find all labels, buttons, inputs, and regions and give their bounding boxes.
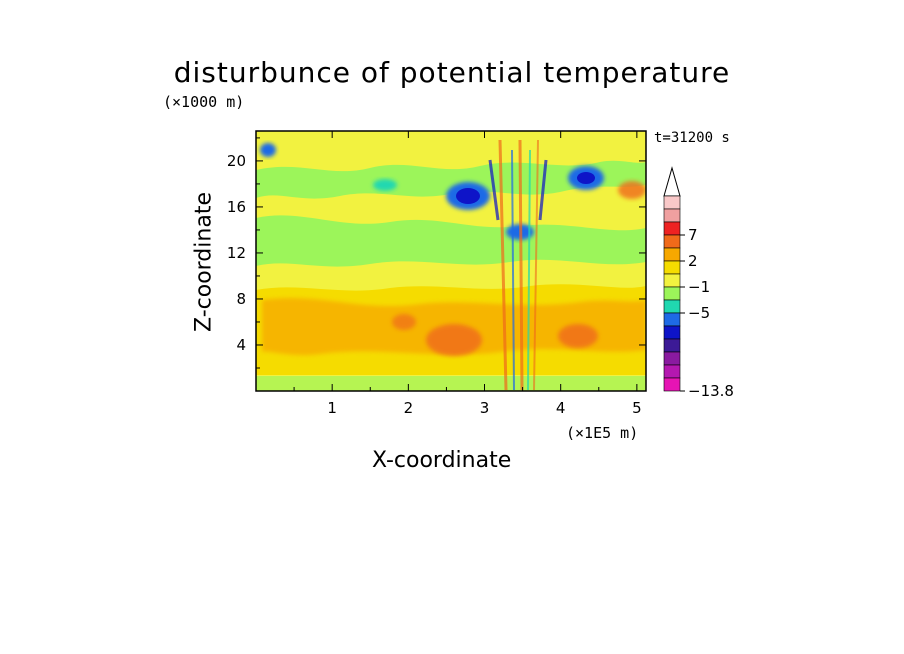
y-tick-label: 16 (227, 198, 246, 216)
y-axis-multiplier: (×1000 m) (163, 93, 245, 111)
colorbar-swatch (663, 338, 681, 353)
colorbar-label: −5 (688, 304, 710, 322)
x-tick-label: 1 (327, 399, 337, 417)
y-tick-label: 20 (227, 152, 246, 170)
x-axis-label: X-coordinate (372, 448, 512, 473)
colorbar-swatch (663, 351, 681, 366)
field-green-upper (256, 160, 646, 199)
field-plume (488, 139, 548, 391)
colorbar-swatch (663, 273, 681, 288)
field-green-lower (256, 215, 646, 267)
field-core-1 (426, 324, 482, 356)
x-axis-ticks: 1 2 3 4 5 (293, 131, 642, 417)
colorbar-swatch (663, 195, 681, 210)
x-tick-label: 5 (632, 399, 642, 417)
x-tick-label: 3 (480, 399, 490, 417)
colorbar-swatch (663, 299, 681, 314)
colorbar-swatch (663, 364, 681, 379)
y-tick-label: 4 (236, 336, 246, 354)
field-neg-2-core (577, 172, 595, 184)
x-tick-label: 2 (404, 399, 414, 417)
y-tick-label: 12 (227, 244, 246, 262)
colorbar-label: −1 (688, 278, 710, 296)
field-core-4 (618, 181, 646, 199)
field-core-3 (392, 314, 416, 330)
colorbar-label: 2 (688, 252, 698, 270)
colorbar-swatch (663, 325, 681, 340)
colorbar-swatch (663, 260, 681, 275)
contour-field (256, 131, 646, 391)
colorbar: 7 2 −1 −5 −13.8 (663, 166, 734, 400)
x-tick-label: 4 (556, 399, 566, 417)
colorbar-swatch (663, 312, 681, 327)
x-axis-multiplier: (×1E5 m) (566, 424, 639, 442)
field-core-2 (558, 324, 598, 348)
time-label: t=31200 s (654, 130, 730, 146)
field-surface-band (256, 376, 646, 391)
colorbar-arrow (663, 166, 681, 197)
field-neg-4 (373, 179, 397, 191)
colorbar-swatch (663, 208, 681, 223)
chart-title: disturbunce of potential temperature (173, 56, 731, 89)
y-axis-ticks: 4 8 12 16 20 (227, 137, 646, 369)
y-tick-label: 8 (236, 290, 246, 308)
colorbar-swatch (663, 286, 681, 301)
colorbar-swatch (663, 221, 681, 236)
colorbar-swatch (663, 234, 681, 249)
colorbar-swatch (663, 247, 681, 262)
colorbar-swatch (663, 377, 681, 392)
plot-frame (255, 130, 647, 392)
colorbar-label: −13.8 (688, 382, 734, 400)
field-neg-5 (260, 143, 276, 157)
field-neg-1-core (456, 188, 480, 204)
colorbar-label: 7 (688, 226, 698, 244)
